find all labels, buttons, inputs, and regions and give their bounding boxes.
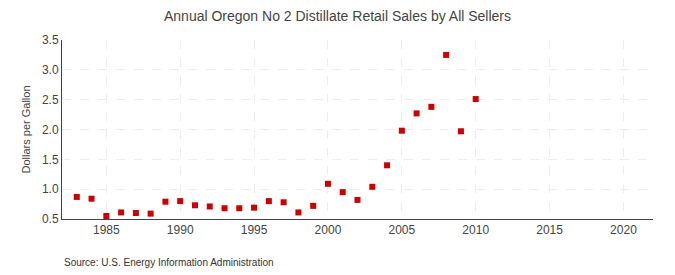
- svg-text:1.5: 1.5: [42, 153, 59, 167]
- svg-text:Annual Oregon No 2 Distillate: Annual Oregon No 2 Distillate Retail Sal…: [164, 8, 511, 24]
- svg-text:2020: 2020: [610, 223, 637, 237]
- svg-text:1990: 1990: [167, 223, 194, 237]
- svg-text:2010: 2010: [462, 223, 489, 237]
- svg-text:Source: U.S. Energy Informatio: Source: U.S. Energy Information Administ…: [64, 257, 274, 268]
- svg-text:2000: 2000: [315, 223, 342, 237]
- svg-text:1.0: 1.0: [42, 182, 59, 196]
- svg-text:1985: 1985: [93, 223, 120, 237]
- svg-text:3.5: 3.5: [42, 33, 59, 47]
- svg-text:0.5: 0.5: [42, 212, 59, 226]
- svg-text:1995: 1995: [241, 223, 268, 237]
- svg-text:2.0: 2.0: [42, 123, 59, 137]
- svg-text:3.0: 3.0: [42, 63, 59, 77]
- svg-text:Dollars per Gallon: Dollars per Gallon: [20, 85, 32, 173]
- svg-text:2015: 2015: [536, 223, 563, 237]
- svg-text:2.5: 2.5: [42, 93, 59, 107]
- svg-text:2005: 2005: [388, 223, 415, 237]
